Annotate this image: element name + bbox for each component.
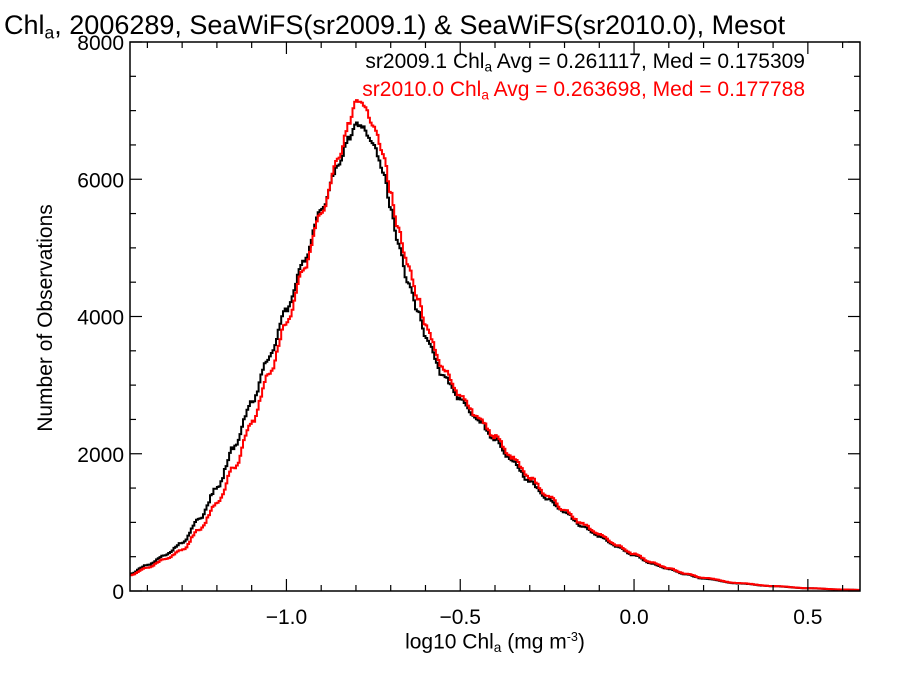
xlabel-sup: -3 bbox=[566, 630, 578, 644]
y-tick-label: 6000 bbox=[77, 169, 124, 192]
xlabel-sub: a bbox=[493, 639, 502, 655]
title-prefix-subscript: a bbox=[44, 22, 55, 43]
legend-sr2010-sub: a bbox=[481, 87, 489, 103]
y-tick-label: 8000 bbox=[77, 32, 124, 55]
x-tick-label: 0.5 bbox=[793, 606, 822, 629]
legend-sr2010-post: Avg = 0.263698, Med = 0.177788 bbox=[488, 78, 805, 101]
plot-frame bbox=[129, 41, 861, 592]
y-tick-label: 4000 bbox=[77, 307, 124, 330]
title-prefix: Chl bbox=[4, 10, 45, 40]
ticks-layer: −1.0 −0.5 0.0 0.5 0 2000 4000 6000 8000 bbox=[77, 32, 860, 629]
legend-sr2009-pre: sr2009.1 Chl bbox=[365, 50, 485, 73]
legend-entry-sr2009: sr2009.1 Chla Avg = 0.261117, Med = 0.17… bbox=[365, 50, 805, 74]
chart-title: Chla, 2006289, SeaWiFS(sr2009.1) & SeaWi… bbox=[4, 10, 785, 43]
legend-sr2009-sub: a bbox=[484, 59, 493, 75]
legend-sr2009-post: Avg = 0.261117, Med = 0.175309 bbox=[492, 50, 805, 73]
series-layer bbox=[130, 99, 860, 591]
x-tick-label: −1.0 bbox=[266, 606, 307, 629]
xlabel-post: (mg m bbox=[501, 630, 567, 654]
y-tick-label: 0 bbox=[112, 581, 124, 604]
xlabel-pre: log10 Chl bbox=[405, 630, 494, 654]
x-tick-label: 0.0 bbox=[619, 606, 648, 629]
y-tick-label: 2000 bbox=[77, 444, 124, 467]
xlabel-end: ) bbox=[577, 630, 585, 654]
x-tick-label: −0.5 bbox=[440, 606, 481, 629]
series-line-sr2010.0 bbox=[130, 99, 860, 591]
y-axis-label: Number of Observations bbox=[34, 204, 57, 432]
x-axis-label: log10 Chla (mg m-3) bbox=[0, 630, 900, 655]
legend-entry-sr2010: sr2010.0 Chla Avg = 0.263698, Med = 0.17… bbox=[362, 78, 805, 102]
title-rest: , 2006289, SeaWiFS(sr2009.1) & SeaWiFS(s… bbox=[54, 10, 786, 40]
series-line-sr2009.1 bbox=[130, 121, 860, 591]
legend-sr2010-pre: sr2010.0 Chl bbox=[362, 78, 482, 101]
